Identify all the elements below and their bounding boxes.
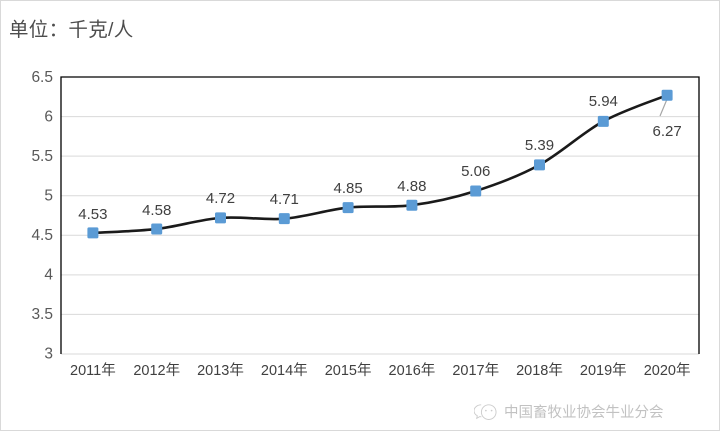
- svg-text:5.06: 5.06: [461, 163, 490, 180]
- svg-text:4.85: 4.85: [333, 180, 362, 197]
- svg-text:2012年: 2012年: [133, 362, 180, 379]
- svg-text:2020年: 2020年: [644, 362, 691, 379]
- svg-text:2016年: 2016年: [389, 362, 436, 379]
- svg-text:2013年: 2013年: [197, 362, 244, 379]
- svg-text:6.27: 6.27: [652, 123, 681, 140]
- svg-text:5.39: 5.39: [525, 137, 554, 154]
- svg-text:6: 6: [44, 109, 53, 126]
- svg-text:4.53: 4.53: [78, 206, 107, 223]
- svg-text:2015年: 2015年: [325, 362, 372, 379]
- svg-text:4.71: 4.71: [270, 191, 299, 208]
- svg-text:3.5: 3.5: [31, 306, 53, 323]
- svg-text:4: 4: [44, 267, 53, 284]
- svg-text:2011年: 2011年: [70, 362, 116, 379]
- svg-text:2017年: 2017年: [452, 362, 499, 379]
- svg-text:6.5: 6.5: [31, 69, 53, 86]
- svg-text:4.88: 4.88: [397, 178, 426, 195]
- svg-text:2018年: 2018年: [516, 362, 563, 379]
- svg-text:2019年: 2019年: [580, 362, 627, 379]
- svg-text:4.58: 4.58: [142, 202, 171, 219]
- svg-text:4.5: 4.5: [31, 227, 53, 244]
- svg-text:4.72: 4.72: [206, 190, 235, 207]
- svg-text:5: 5: [44, 188, 53, 205]
- svg-text:3: 3: [44, 346, 53, 363]
- svg-text:2014年: 2014年: [261, 362, 308, 379]
- svg-text:5.5: 5.5: [31, 148, 53, 165]
- svg-text:5.94: 5.94: [589, 93, 618, 110]
